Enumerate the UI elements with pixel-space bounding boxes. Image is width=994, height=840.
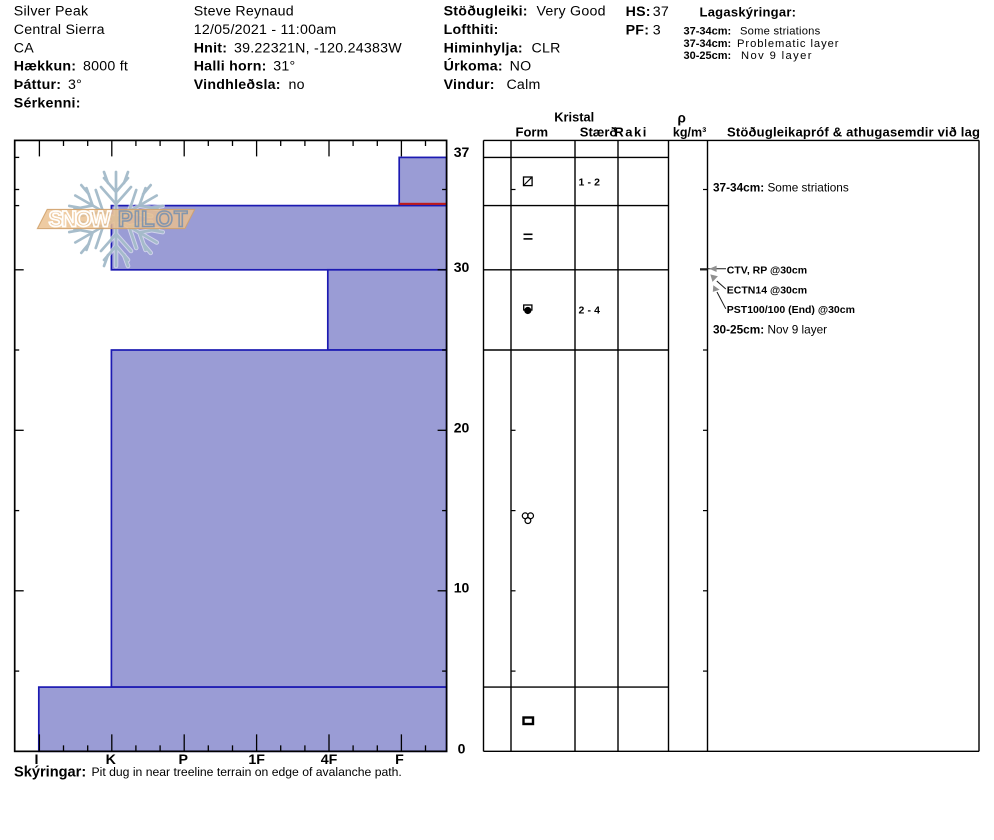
svg-text:Raki: Raki — [614, 125, 646, 140]
svg-text:Skýringar:: Skýringar: — [14, 765, 86, 781]
svg-text:Pit dug in near treeline terra: Pit dug in near treeline terrain on edge… — [92, 765, 402, 779]
svg-text:30: 30 — [454, 259, 470, 275]
svg-text:4F: 4F — [321, 752, 338, 768]
svg-text:Hækkun: 8000 ft: Hækkun: 8000 ft — [14, 59, 128, 75]
svg-text:37: 37 — [454, 144, 470, 160]
svg-text:CA: CA — [14, 40, 34, 56]
svg-text:0: 0 — [458, 741, 466, 757]
svg-text:Central Sierra: Central Sierra — [14, 22, 105, 38]
svg-text:PST100/100 (End) @30cm: PST100/100 (End) @30cm — [727, 304, 855, 316]
svg-text:SNOW: SNOW — [49, 207, 112, 232]
svg-text:K: K — [106, 752, 117, 768]
svg-text:20: 20 — [454, 419, 470, 435]
svg-text:Form: Form — [516, 125, 549, 140]
svg-text:HS:37: HS: 37 — [626, 4, 669, 20]
svg-text:ρ: ρ — [678, 110, 686, 125]
svg-text:Vindhleðsla: no: Vindhleðsla: no — [194, 77, 305, 93]
svg-text:Steve Reynaud: Steve Reynaud — [194, 4, 294, 20]
svg-text:CTV, RP @30cm: CTV, RP @30cm — [727, 265, 807, 277]
svg-text:12/05/2021 - 11:00am: 12/05/2021 - 11:00am — [194, 22, 337, 38]
svg-text:Stöðugleiki: Very Good: Stöðugleiki: Very Good — [444, 4, 606, 20]
svg-text:1-2: 1-2 — [579, 177, 601, 189]
svg-text:I: I — [35, 752, 39, 768]
svg-text:Úrkoma: NO: Úrkoma: NO — [444, 57, 532, 75]
svg-text:Sérkenni:: Sérkenni: — [14, 95, 81, 111]
svg-text:P: P — [178, 752, 187, 768]
svg-text:Silver Peak: Silver Peak — [14, 4, 89, 20]
svg-text:Problematic layer: Problematic layer — [737, 38, 839, 50]
svg-text:PILOT: PILOT — [118, 207, 188, 232]
svg-text:Himinhylja: CLR: Himinhylja: CLR — [444, 40, 561, 56]
svg-text:37-34cm:: 37-34cm: — [684, 38, 732, 50]
svg-text:kg/m³: kg/m³ — [673, 126, 706, 140]
svg-text:37-34cm:: 37-34cm: — [684, 25, 732, 37]
svg-text:Stöðugleikapróf & athugasemdir: Stöðugleikapróf & athugasemdir við lag — [727, 125, 980, 140]
svg-text:Kristal: Kristal — [554, 109, 594, 124]
svg-text:ECTN14 @30cm: ECTN14 @30cm — [727, 285, 807, 297]
svg-text:37-34cm: Some striations: 37-34cm: Some striations — [713, 181, 849, 195]
svg-text:Lagaskýringar:: Lagaskýringar: — [700, 4, 797, 19]
svg-text:1F: 1F — [248, 752, 265, 768]
svg-text:30-25cm:: 30-25cm: — [684, 50, 732, 62]
svg-text:Stærð: Stærð — [580, 125, 618, 140]
svg-text:10: 10 — [454, 579, 470, 595]
svg-text:Vindur: Calm: Vindur: Calm — [444, 77, 541, 93]
svg-text:30-25cm: Nov 9 layer: 30-25cm: Nov 9 layer — [713, 322, 827, 336]
svg-text:Some striations: Some striations — [740, 25, 821, 37]
svg-text:2-4: 2-4 — [579, 305, 601, 317]
svg-text:Halli horn: 31°: Halli horn: 31° — [194, 59, 296, 75]
svg-text:Hnit: 39.22321N, -120.24383W: Hnit: 39.22321N, -120.24383W — [194, 40, 403, 56]
svg-text:Lofthiti:: Lofthiti: — [444, 22, 499, 38]
svg-text:Nov 9 layer: Nov 9 layer — [741, 50, 812, 62]
svg-text:PF:3: PF: 3 — [626, 22, 661, 38]
svg-text:Þáttur: 3°: Þáttur: 3° — [14, 77, 82, 93]
svg-text:F: F — [395, 752, 404, 768]
